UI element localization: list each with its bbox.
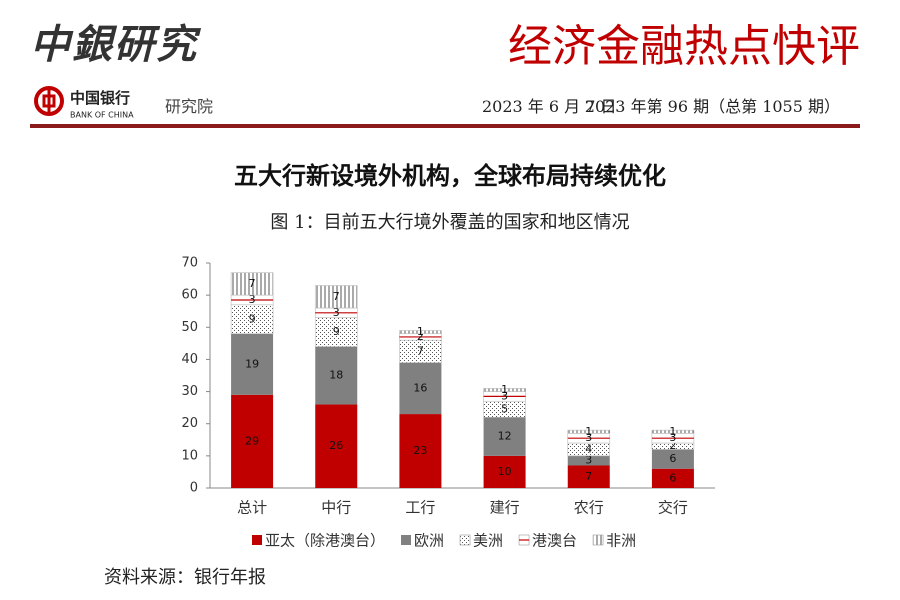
value-label: 19 [245, 357, 259, 370]
value-label: 5 [501, 402, 508, 415]
bar-segment [315, 404, 358, 488]
bar-segment [231, 333, 274, 395]
bar-segment [399, 330, 442, 335]
bar-segment [399, 414, 442, 488]
date: 2023 年 6 月 7 日 [482, 97, 617, 116]
legend-label: 港澳台 [532, 532, 577, 550]
legend-swatch [252, 535, 262, 545]
headline: 五大行新设境外机构，全球布局持续优化 [234, 162, 666, 190]
y-tick-label: 0 [190, 481, 198, 496]
chart: 010203040506070总计2919937中行2618937工行23167… [181, 256, 715, 550]
value-label: 6 [669, 452, 676, 465]
report-title: 经济金融热点快评 [508, 21, 860, 72]
bar-segment [483, 455, 526, 488]
bar-segment [483, 417, 526, 456]
value-label: 3 [249, 293, 256, 306]
value-label: 16 [413, 381, 427, 394]
bar-segment [567, 465, 610, 488]
bar-segment [567, 455, 610, 466]
value-label: 3 [501, 389, 508, 402]
value-label: 26 [329, 439, 343, 452]
legend-swatch [459, 534, 471, 546]
value-label: 3 [669, 431, 676, 444]
bar-segment [567, 429, 611, 434]
y-tick-label: 60 [181, 288, 198, 303]
bar-segment [651, 468, 694, 488]
value-label: 3 [333, 306, 340, 319]
value-label: 3 [585, 454, 592, 467]
value-label: 12 [498, 430, 512, 443]
bar-segment [314, 285, 358, 309]
logo-en: BANK OF CHINA [70, 111, 134, 120]
bar-segment [315, 346, 358, 405]
y-tick-label: 70 [181, 256, 198, 271]
x-tick-label: 中行 [321, 499, 351, 517]
x-tick-label: 交行 [658, 499, 688, 517]
bar-segment [651, 429, 695, 434]
y-tick-label: 20 [181, 416, 198, 431]
legend-label: 亚太（除港澳台） [265, 532, 385, 550]
bar-segment [399, 362, 442, 415]
bar-segment [230, 304, 274, 335]
x-tick-label: 农行 [574, 499, 604, 517]
value-label: 9 [333, 325, 340, 338]
logo: 中国银行 BANK OF CHINA [34, 86, 134, 120]
chart-title: 图 1：目前五大行境外覆盖的国家和地区情况 [270, 212, 630, 233]
value-label: 6 [669, 471, 676, 484]
value-label: 1 [669, 425, 676, 438]
value-label: 1 [585, 425, 592, 438]
value-label: 2 [669, 439, 676, 452]
y-tick-label: 10 [181, 448, 198, 463]
value-label: 7 [249, 277, 256, 290]
value-label: 3 [585, 431, 592, 444]
value-label: 4 [585, 442, 592, 455]
institute: 研究院 [165, 97, 214, 116]
x-tick-label: 工行 [405, 499, 435, 517]
legend-label: 美洲 [473, 532, 503, 550]
logo-cn: 中国银行 [70, 89, 130, 107]
value-label: 1 [501, 383, 508, 396]
source: 资料来源：银行年报 [104, 567, 266, 588]
value-label: 29 [245, 434, 259, 447]
header-rule [30, 124, 860, 128]
legend-swatch [401, 535, 412, 545]
bar-segment [651, 449, 694, 469]
value-label: 9 [249, 312, 256, 325]
issue: 2023 年第 96 期（总第 1055 期） [584, 97, 840, 116]
bar-segment [483, 388, 526, 392]
value-label: 7 [333, 290, 340, 303]
y-tick-label: 50 [181, 320, 198, 335]
bar-segment [230, 272, 274, 296]
value-label: 10 [498, 465, 512, 478]
x-tick-label: 总计 [237, 499, 267, 517]
legend-label: 非洲 [606, 532, 636, 550]
bar-segment [314, 317, 358, 347]
x-tick-label: 建行 [490, 499, 520, 517]
legend-label: 欧洲 [414, 532, 444, 550]
value-label: 18 [329, 369, 343, 382]
value-label: 7 [585, 470, 592, 483]
brand: 中銀研究 [30, 21, 198, 68]
bar-segment [231, 394, 274, 488]
value-label: 2 [417, 330, 424, 343]
value-label: 7 [417, 344, 424, 357]
value-label: 23 [413, 444, 427, 457]
value-label: 1 [417, 325, 424, 338]
legend-swatch [592, 534, 604, 546]
y-tick-label: 30 [181, 384, 198, 399]
y-tick-label: 40 [181, 352, 198, 367]
